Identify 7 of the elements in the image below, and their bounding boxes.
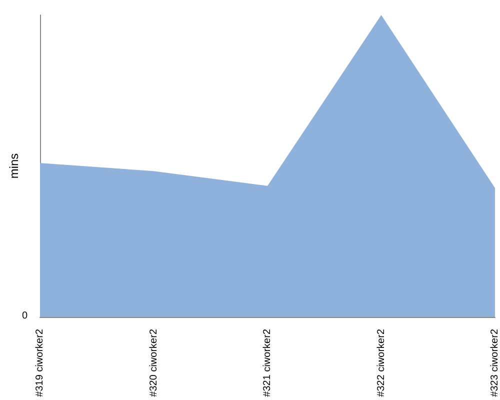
x-tick-label: #319 ciworker2 (34, 328, 46, 397)
x-tick-label: #321 ciworker2 (262, 328, 273, 397)
text: 0 (22, 310, 28, 322)
y-axis-title: mins (7, 153, 21, 179)
x-tick-label: #322 ciworker2 (376, 328, 387, 397)
x-tick-label: #320 ciworker2 (148, 328, 160, 397)
x-tick-label: #323 ciworker2 (490, 328, 500, 397)
